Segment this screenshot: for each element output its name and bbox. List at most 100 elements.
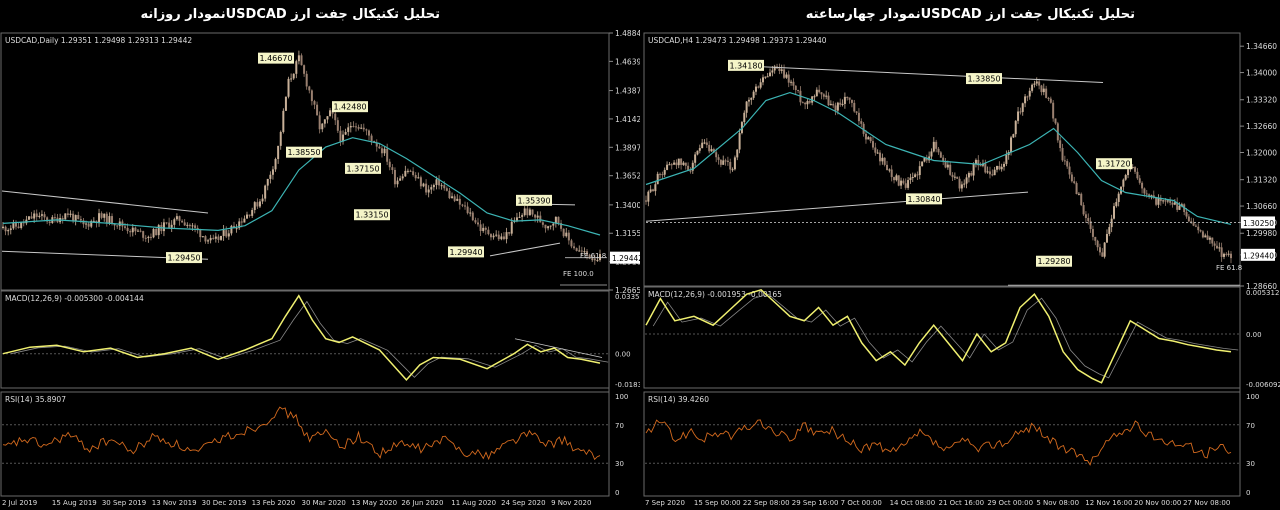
candle-down <box>857 112 860 122</box>
candle-down <box>334 113 337 121</box>
candle-down <box>680 158 683 165</box>
candle-up <box>813 96 816 98</box>
rsi-tick-label: 0 <box>615 489 619 497</box>
candle-down <box>168 222 171 228</box>
candle-up <box>1024 96 1027 104</box>
candle-up <box>12 222 15 229</box>
candle-up <box>565 232 568 237</box>
candle-up <box>243 218 246 223</box>
price-label: 1.37150 <box>346 164 379 173</box>
candle-down <box>645 200 647 202</box>
candle-down <box>438 179 441 186</box>
candle-down <box>370 135 373 141</box>
candle-up <box>806 101 809 105</box>
candle-down <box>352 126 355 128</box>
candle-down <box>466 206 469 214</box>
candle-down <box>531 209 534 215</box>
candle-up <box>258 201 261 207</box>
candle-down <box>839 102 842 105</box>
candle-up <box>1162 200 1165 202</box>
candle-down <box>116 225 119 227</box>
candle-down <box>820 92 823 95</box>
date-tick-label: 11 Aug 2020 <box>451 499 496 507</box>
candle-down <box>808 101 811 103</box>
candle-down <box>864 133 867 140</box>
pane-border-2 <box>643 391 1241 497</box>
candle-up <box>738 133 741 150</box>
date-tick-label: 15 Sep 00:00 <box>694 499 741 507</box>
candle-up <box>656 173 659 185</box>
candle-up <box>666 164 669 170</box>
price-label-box <box>906 193 942 205</box>
candle-up <box>578 250 581 252</box>
candle-up <box>591 258 594 260</box>
candle-up <box>173 219 176 225</box>
candle-up <box>90 220 93 227</box>
candle-up <box>841 103 844 105</box>
candle-up <box>773 66 776 71</box>
candle-up <box>972 163 975 176</box>
current-price-label: 1.29442 <box>612 254 640 263</box>
moving-average-line <box>2 137 601 236</box>
candle-down <box>308 86 311 91</box>
candle-down <box>471 212 474 221</box>
price-label: 1.38550 <box>287 148 320 157</box>
candle-up <box>930 151 933 157</box>
candle-up <box>914 174 917 178</box>
candle-up <box>1033 83 1036 85</box>
candle-down <box>142 231 145 238</box>
candle-down <box>82 220 85 225</box>
price-tick-label: 1.32660 <box>1246 122 1277 131</box>
candle-down <box>474 220 477 223</box>
candle-up <box>766 76 769 78</box>
candle-up <box>222 230 225 236</box>
candle-up <box>274 158 277 170</box>
date-tick-label: 30 Sep 2019 <box>102 499 146 507</box>
candle-up <box>1005 155 1008 164</box>
candle-down <box>984 163 987 173</box>
candle-up <box>469 212 472 214</box>
candle-down <box>1164 200 1167 202</box>
price-label: 1.29450 <box>167 254 200 263</box>
candle-up <box>647 191 650 202</box>
candle-up <box>996 166 998 170</box>
symbol-header: USDCAD,H4 1.29473 1.29498 1.29373 1.2944… <box>648 36 827 45</box>
candle-down <box>850 99 853 103</box>
candle-up <box>583 251 586 253</box>
candle-down <box>1070 174 1073 182</box>
candle-down <box>357 127 360 129</box>
candle-up <box>769 72 772 77</box>
candle-up <box>1000 166 1003 170</box>
price-tick-label: 1.31320 <box>1246 176 1277 185</box>
price-tick-label: 1.26650 <box>615 286 640 295</box>
candle-down <box>497 234 500 240</box>
candle-up <box>451 196 454 199</box>
candle-up <box>284 96 287 111</box>
candle-up <box>921 161 924 167</box>
candle-up <box>960 184 963 189</box>
candle-up <box>74 214 77 221</box>
candle-down <box>77 214 80 220</box>
candle-up <box>747 99 750 102</box>
candle-down <box>1026 96 1029 98</box>
candle-up <box>932 141 935 152</box>
candle-down <box>1019 111 1022 113</box>
candle-down <box>1148 194 1151 197</box>
candle-down <box>61 218 64 220</box>
date-tick-label: 30 Mar 2020 <box>302 499 346 507</box>
candle-down <box>573 246 576 249</box>
candle-down <box>393 169 396 185</box>
candle-down <box>48 221 51 223</box>
candle-up <box>282 110 285 132</box>
rsi-label: RSI(14) 39.4260 <box>648 395 709 404</box>
candle-down <box>958 178 961 189</box>
candle-down <box>846 96 849 98</box>
candle-up <box>1173 202 1176 205</box>
candle-up <box>1103 242 1106 257</box>
candle-up <box>1150 195 1153 197</box>
candle-up <box>131 227 134 233</box>
candle-up <box>986 171 989 173</box>
candle-down <box>489 234 492 238</box>
candle-up <box>673 162 676 165</box>
rsi-tick-label: 0 <box>1246 489 1250 497</box>
